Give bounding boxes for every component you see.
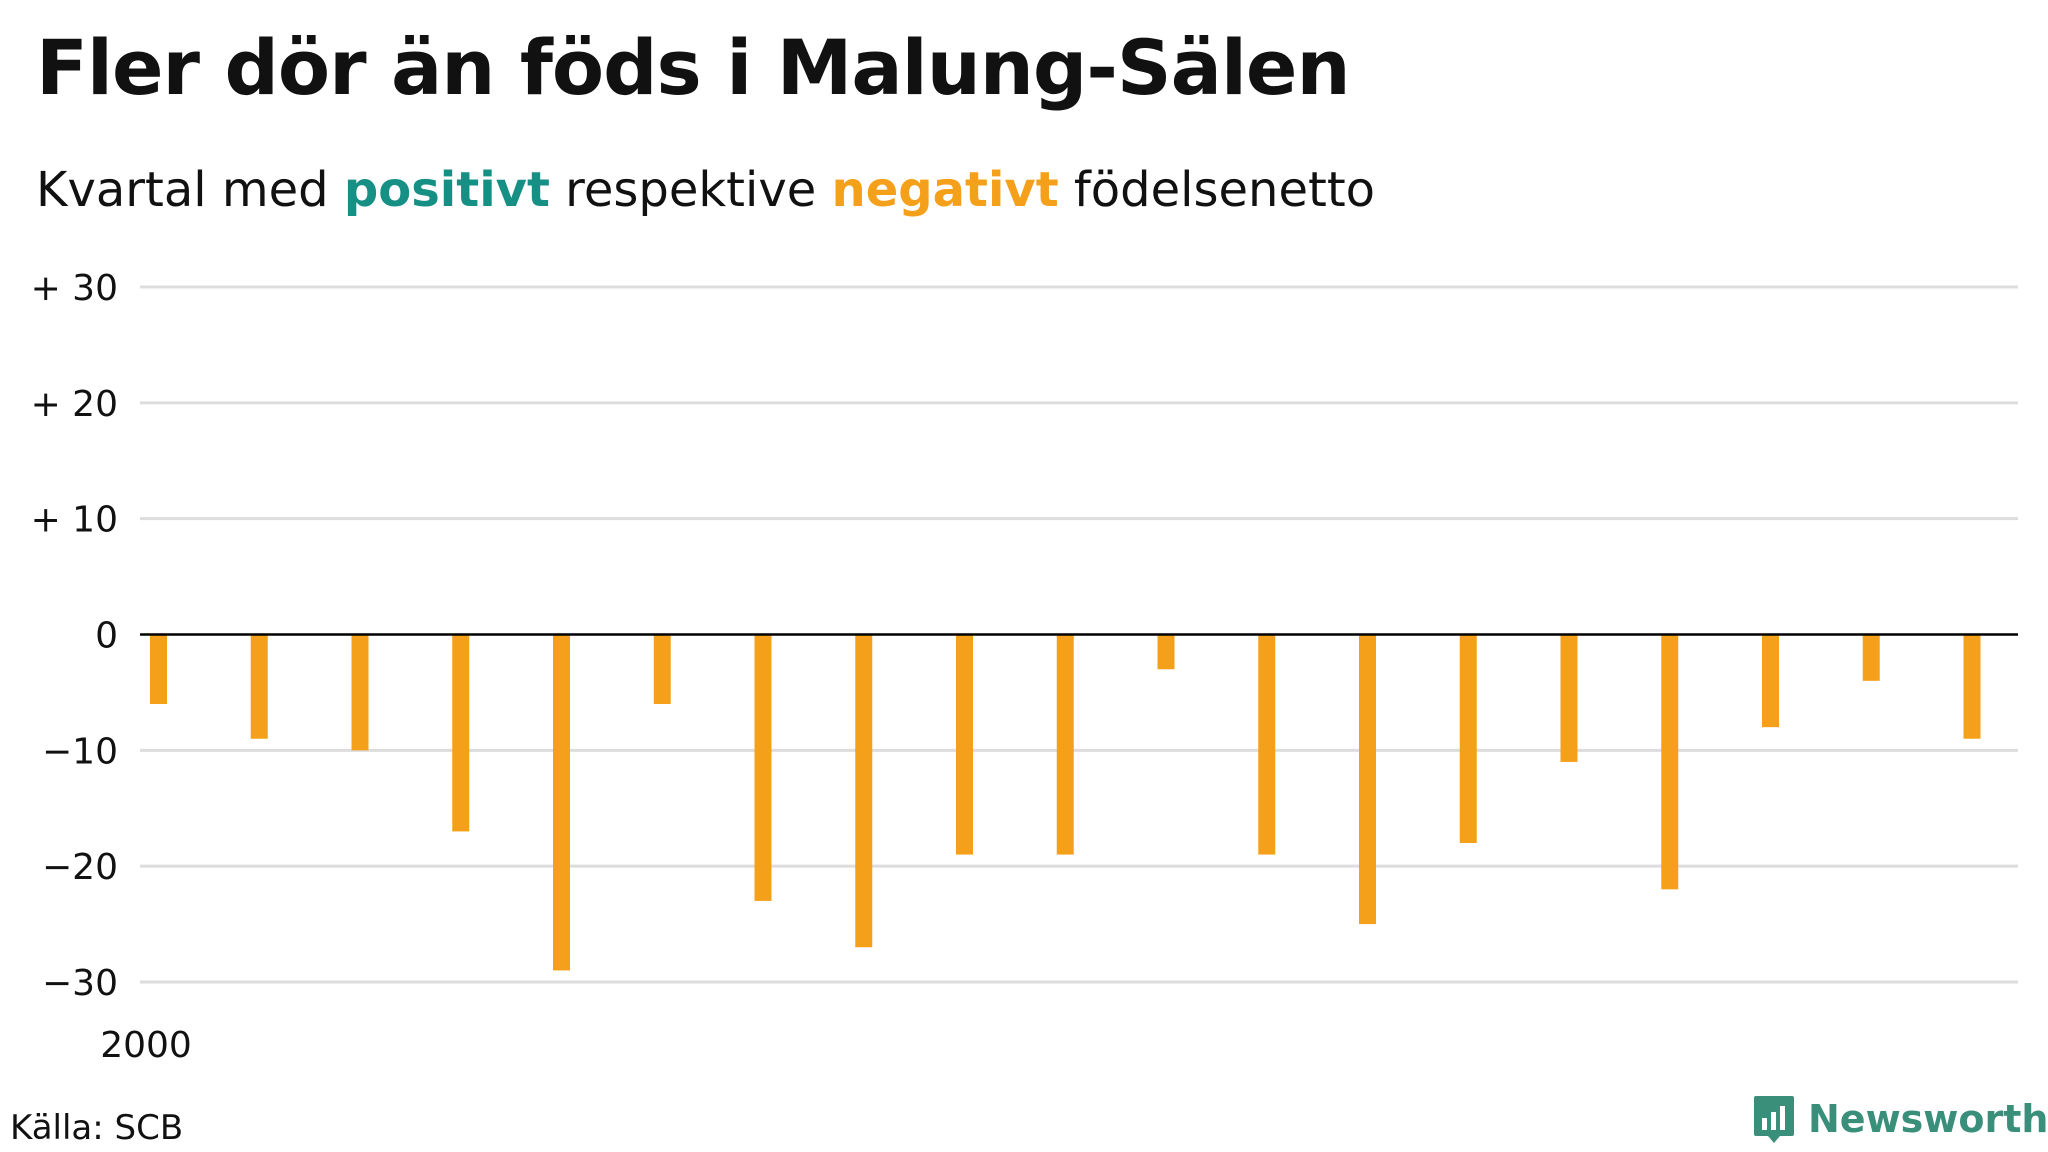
subtitle-suffix: födelsenetto [1073,162,1376,218]
y-tick-label: −20 [42,847,118,888]
newsworthy-logo-icon [1754,1096,1794,1143]
bar-negative [1762,634,1779,728]
y-tick-label: + 30 [31,268,118,309]
bar-negative [150,634,167,704]
bar-negative [1963,634,1981,739]
x-axis-ticks: 20002005201020152020 [100,1025,192,1066]
chart-title: Fler dör än föds i Malung-Sälen [36,23,1351,112]
brand-logo: Newsworthy [1752,1094,2048,1144]
subtitle-middle: respektive [565,162,817,218]
source-note: Källa: SCB [10,1108,184,1148]
bar-negative [855,634,873,948]
bar-negative [956,634,973,855]
bar-negative [452,634,470,832]
bar-negative [1056,634,1074,855]
y-tick-label: + 20 [31,384,118,425]
bars [150,634,1981,971]
bar-negative [351,634,369,751]
y-tick-label: −10 [42,731,118,772]
bar-negative [553,634,570,971]
x-tick-label: 2000 [100,1025,192,1066]
chart-subtitle: Kvartal med positivt respektive negativt… [36,162,1375,220]
bar-negative [1560,634,1578,762]
bar-negative [1862,634,1880,681]
bar-negative [1459,634,1477,843]
bar-negative [754,634,772,901]
y-tick-label: + 10 [31,500,118,541]
bar-negative [1157,634,1175,670]
bar-negative [1258,634,1276,855]
bar-chart: + 30 + 20 + 10 0 −10 −20 −30 20002005201020152… [31,268,2018,1066]
subtitle-prefix: Kvartal med [36,162,329,218]
y-tick-label: −30 [42,963,118,1004]
bar-negative [250,634,268,739]
brand-name: Newsworthy [1808,1097,2048,1141]
subtitle-negative-word: negativt [831,162,1059,218]
y-axis-ticks: + 30 + 20 + 10 0 −10 −20 −30 [31,268,118,1004]
bar-negative [1661,634,1679,890]
bar-negative [1359,634,1376,925]
y-tick-label: 0 [95,616,118,657]
bar-negative [653,634,671,704]
subtitle-positive-word: positivt [343,162,550,218]
